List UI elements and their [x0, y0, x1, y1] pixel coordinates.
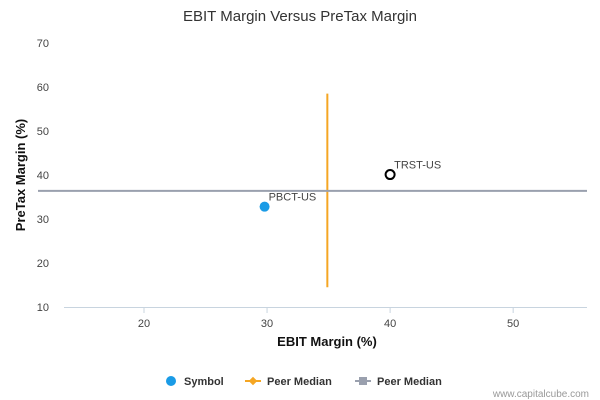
legend-label: Symbol — [184, 376, 224, 388]
x-axis-title: EBIT Margin (%) — [277, 334, 377, 349]
credit-text: www.capitalcube.com — [492, 389, 589, 400]
legend: Symbol Peer Median Peer Median — [166, 376, 442, 388]
x-tick-label: 20 — [138, 318, 150, 330]
y-tick-label: 10 — [37, 302, 49, 314]
y-tick-label: 20 — [37, 258, 49, 270]
y-tick-label: 40 — [37, 170, 49, 182]
x-tick-label: 40 — [384, 318, 396, 330]
y-tick-label: 30 — [37, 214, 49, 226]
y-tick-label: 50 — [37, 126, 49, 138]
chart-title: EBIT Margin Versus PreTax Margin — [183, 8, 417, 25]
legend-label: Peer Median — [377, 376, 442, 388]
data-points: PBCT-US TRST-US — [259, 160, 441, 212]
legend-diamond-icon — [248, 376, 258, 386]
point-label: PBCT-US — [269, 192, 317, 204]
peer-median-lines — [38, 93, 587, 288]
y-tick-label: 60 — [37, 82, 49, 94]
x-tick-label: 50 — [507, 318, 519, 330]
x-axis-ticks: 20 30 40 50 — [138, 307, 519, 330]
y-tick-label: 70 — [37, 38, 49, 50]
legend-label: Peer Median — [267, 376, 332, 388]
data-point-trst-us[interactable] — [384, 169, 396, 181]
legend-symbol-icon — [166, 376, 176, 386]
data-point-pbct-us[interactable] — [259, 201, 270, 212]
y-axis-ticks: 10 20 30 40 50 60 70 — [37, 38, 49, 314]
legend-square-icon — [359, 377, 367, 385]
y-axis-title: PreTax Margin (%) — [13, 119, 28, 231]
point-label: TRST-US — [394, 160, 441, 172]
x-tick-label: 30 — [261, 318, 273, 330]
